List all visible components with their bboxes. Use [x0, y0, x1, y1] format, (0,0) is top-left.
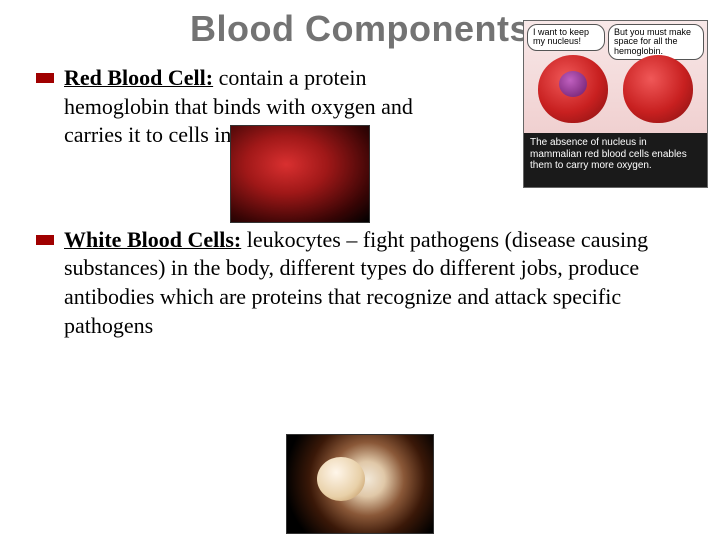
bullet-white-blood-cells: White Blood Cells: leukocytes – fight pa… — [36, 226, 684, 340]
bullet-text-wrap: White Blood Cells: leukocytes – fight pa… — [64, 226, 674, 340]
rbc-image — [230, 125, 370, 223]
term-rbc: Red Blood Cell: — [64, 65, 213, 90]
speech-bubble-left: I want to keep my nucleus! — [527, 24, 605, 51]
comic-illustration: I want to keep my nucleus! But you must … — [524, 21, 707, 133]
wbc-image — [286, 434, 434, 534]
nucleus-icon — [559, 71, 587, 97]
comic-caption: The absence of nucleus in mammalian red … — [524, 133, 707, 188]
cell-without-nucleus — [623, 55, 693, 123]
term-wbc: White Blood Cells: — [64, 227, 241, 252]
comic-panel: I want to keep my nucleus! But you must … — [523, 20, 708, 188]
